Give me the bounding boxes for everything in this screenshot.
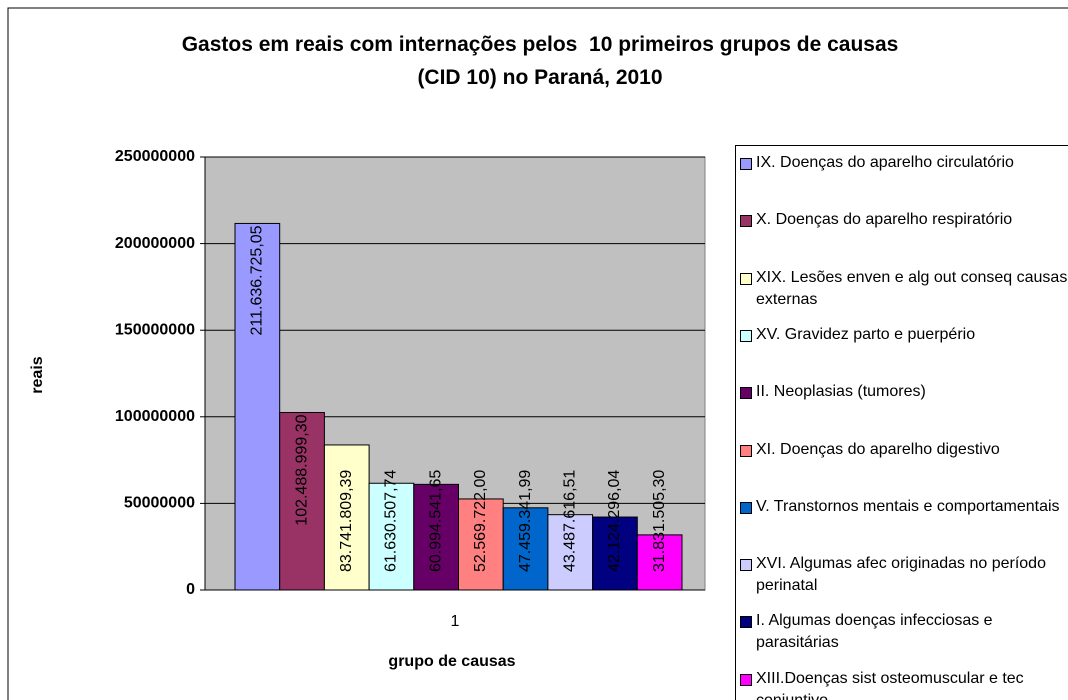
legend-swatch (740, 616, 752, 629)
legend-swatch (740, 215, 752, 228)
bar (636, 534, 683, 591)
title-box: Gastos em reais com internações pelos 10… (181, 33, 905, 89)
legend-label: IX. Doenças do aparelho circulatório (756, 154, 1014, 171)
data-label: 60.994.541,65 (427, 470, 444, 572)
y-axis-title: reais (29, 356, 46, 393)
y-tick-label: 0 (186, 581, 195, 598)
legend-label: XV. Gravidez parto e puerpério (756, 325, 976, 343)
legend-label: V. Transtornos mentais e comportamentais (756, 497, 1060, 515)
data-label: 42.124.296,04 (606, 470, 623, 572)
y-tick-label: 200000000 (115, 235, 195, 252)
y-tick-label: 150000000 (115, 321, 195, 338)
legend: IX. Doenças do aparelho circulatório X. D… (735, 145, 1068, 700)
data-label: 31.831.505,30 (651, 470, 668, 572)
bar (234, 222, 281, 591)
legend-label: I. Algumas doenças infecciosas e parasit… (756, 612, 993, 652)
x-axis-title: grupo de causas (388, 653, 515, 670)
legend-swatch (740, 444, 752, 457)
data-label: 83.741.809,39 (338, 470, 355, 572)
legend-label: XIX. Lesões enven e alg out conseq causa… (756, 268, 1068, 308)
legend-swatch (740, 387, 752, 400)
legend-swatch (740, 673, 752, 686)
legend-swatch (740, 158, 752, 170)
bar (323, 444, 370, 591)
legend-swatch (740, 272, 752, 285)
data-label: 61.630.507,74 (383, 470, 400, 572)
data-label: 43.487.616,51 (561, 470, 578, 572)
bar (279, 411, 325, 591)
bar (368, 482, 415, 591)
data-label: 47.459.341,99 (517, 470, 534, 572)
legend-swatch (740, 329, 752, 342)
data-label: 211.636.725,05 (249, 225, 266, 335)
legend-swatch (740, 501, 752, 514)
bar (458, 498, 504, 591)
bar (547, 514, 594, 591)
legend-label: II. Neoplasias (tumores) (756, 383, 926, 401)
data-label: 102.488.999,30 (293, 414, 310, 525)
y-tick-label: 50000000 (124, 495, 195, 512)
legend-label: XVI. Algumas afec originadas no período … (756, 555, 1046, 595)
legend-swatch (740, 559, 752, 572)
y-tick-label: 250000000 (115, 148, 195, 165)
legend-label: XIII.Doenças sist osteomuscular e tec co… (756, 669, 1024, 700)
legend-label: XI. Doenças do aparelho digestivo (756, 440, 1000, 458)
chart-title: Gastos em reais com internações pelos 10… (181, 33, 905, 89)
bar (592, 516, 638, 591)
legend-label: X. Doenças do aparelho respiratório (756, 211, 1013, 229)
y-tick-label: 100000000 (115, 408, 195, 425)
bar (413, 483, 459, 591)
x-tick-label: 1 (451, 613, 460, 630)
data-label: 52.569.722,00 (472, 470, 489, 572)
